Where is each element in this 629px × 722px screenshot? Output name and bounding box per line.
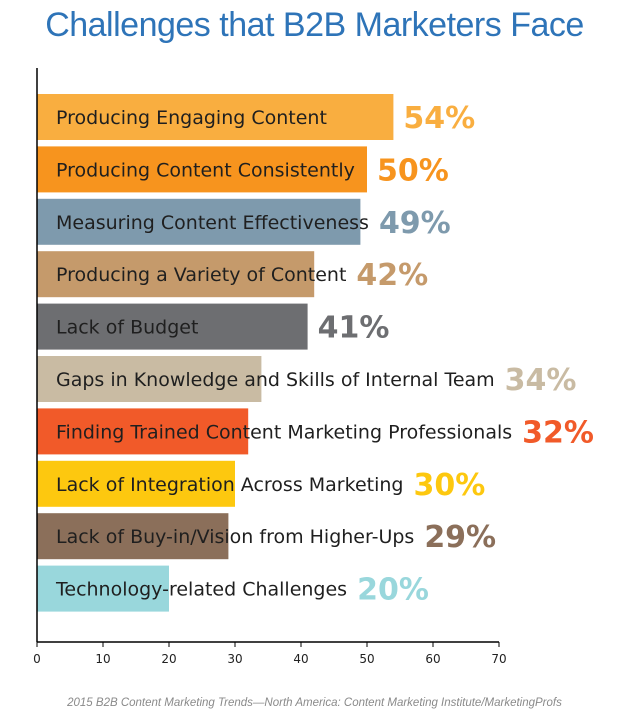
- axes-group: 0 10 20 30 40 50 60 70: [33, 68, 507, 666]
- bar-4: [37, 251, 315, 298]
- bar-3: [37, 198, 361, 245]
- value-label-7: 32%: [522, 415, 594, 450]
- x-tick-label-30: 30: [227, 652, 242, 666]
- source-note: 2015 B2B Content Marketing Trends—North …: [67, 697, 562, 709]
- bar-label-1: Producing Engaging Content: [56, 107, 327, 129]
- x-tick-label-40: 40: [293, 652, 308, 666]
- value-label-10: 20%: [357, 573, 429, 608]
- value-label-3: 49%: [379, 206, 451, 241]
- x-tick-label-60: 60: [425, 652, 440, 666]
- bars-group: Producing Engaging Content 54% Producing C…: [37, 94, 594, 612]
- bar-label-4: Producing a Variety of Content: [56, 264, 346, 286]
- bar-8: [37, 460, 235, 507]
- bar-label-2: Producing Content Consistently: [56, 159, 355, 181]
- x-tick-label-70: 70: [491, 652, 506, 666]
- bar-label-5: Lack of Budget: [56, 317, 198, 339]
- bar-10: [37, 565, 169, 612]
- x-tick-label-0: 0: [33, 652, 41, 666]
- bar-label-6: Gaps in Knowledge and Skills of Internal…: [56, 369, 495, 391]
- bar-label-10: Technology-related Challenges: [55, 579, 347, 601]
- bar-label-8: Lack of Integration Across Marketing: [56, 474, 403, 496]
- x-tick-label-50: 50: [359, 652, 374, 666]
- bar-7: [37, 408, 249, 455]
- bar-label-9: Lack of Buy-in/Vision from Higher-Ups: [56, 526, 414, 548]
- bar-label-3: Measuring Content Effectiveness: [56, 212, 369, 234]
- value-label-8: 30%: [413, 468, 485, 503]
- bar-6: [37, 356, 262, 402]
- value-label-4: 42%: [356, 258, 428, 293]
- bar-5: [37, 303, 308, 350]
- bar-1: [37, 94, 394, 140]
- value-label-1: 54%: [403, 101, 475, 136]
- bar-9: [37, 513, 229, 560]
- chart-title: Challenges that B2B Marketers Face: [45, 6, 584, 44]
- value-label-6: 34%: [505, 363, 577, 398]
- x-tick-label-10: 10: [95, 652, 110, 666]
- bar-label-7: Finding Trained Content Marketing Profes…: [56, 421, 512, 443]
- value-label-5: 41%: [318, 311, 390, 346]
- x-tick-label-20: 20: [161, 652, 176, 666]
- bar-2: [37, 146, 367, 193]
- value-label-9: 29%: [424, 520, 496, 555]
- value-label-2: 50%: [377, 153, 449, 188]
